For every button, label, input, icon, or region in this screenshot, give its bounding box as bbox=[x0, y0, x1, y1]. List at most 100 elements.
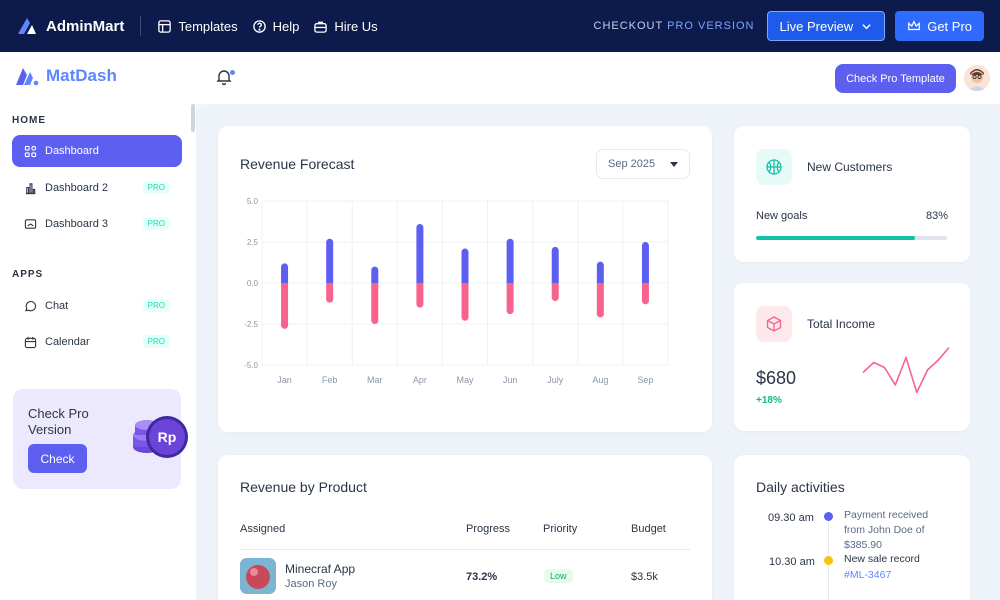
bar-positive bbox=[371, 266, 379, 283]
sparkline-path bbox=[862, 346, 950, 394]
adminmart-brand[interactable]: AdminMart bbox=[16, 15, 124, 37]
topbar-link-help[interactable]: Help bbox=[252, 19, 299, 34]
new-customers-card: New Customers New goals 83% bbox=[734, 126, 970, 262]
activity-dot bbox=[824, 556, 833, 565]
bar-positive-base bbox=[641, 280, 649, 283]
y-tick-label: 2.5 bbox=[247, 238, 259, 247]
sidebar-item-label: Calendar bbox=[45, 336, 90, 348]
check-pro-template-button[interactable]: Check Pro Template bbox=[835, 64, 956, 93]
bar-negative bbox=[506, 283, 514, 315]
promo-topbar: AdminMart Templates Help Hire Us CHECKOU… bbox=[0, 0, 1000, 52]
adminmart-brand-name: AdminMart bbox=[46, 17, 125, 35]
income-sparkline bbox=[862, 346, 950, 394]
sidebar-item-dashboard-2[interactable]: Dashboard 2 PRO bbox=[12, 172, 182, 204]
total-income-change: +18% bbox=[756, 395, 782, 406]
activity-text: Payment received from John Doe of $385.9… bbox=[844, 509, 929, 551]
promo-check-button[interactable]: Check bbox=[28, 444, 87, 473]
new-customers-title: New Customers bbox=[807, 160, 893, 174]
topbar-link-templates[interactable]: Templates bbox=[157, 19, 238, 34]
matdash-logo-icon bbox=[16, 68, 39, 86]
sidebar-item-label: Dashboard bbox=[45, 145, 99, 157]
bar-positive bbox=[641, 242, 649, 283]
avatar[interactable] bbox=[964, 65, 990, 91]
sidebar-heading-home: HOME bbox=[12, 115, 46, 126]
caret-down-icon bbox=[670, 162, 678, 167]
bar-negative-base bbox=[371, 283, 379, 286]
bar-positive-base bbox=[371, 280, 379, 283]
column-header-progress: Progress bbox=[466, 523, 511, 535]
sidebar-item-label: Dashboard 3 bbox=[45, 218, 108, 230]
sidebar-item-chat[interactable]: Chat PRO bbox=[12, 290, 182, 322]
priority-badge: Low bbox=[544, 569, 573, 583]
topbar-link-label: Hire Us bbox=[334, 18, 378, 34]
sidebar-item-calendar[interactable]: Calendar PRO bbox=[12, 326, 182, 358]
bell-icon[interactable] bbox=[215, 68, 233, 86]
x-tick-label: Feb bbox=[322, 375, 338, 385]
chevron-down-icon bbox=[862, 23, 871, 29]
activity-time: 10.30 am bbox=[769, 556, 815, 568]
total-income-value: $680 bbox=[756, 368, 797, 388]
total-income-icon-tile bbox=[756, 306, 792, 342]
checkout-highlight: PRO VERSION bbox=[667, 20, 755, 32]
product-ball-icon bbox=[240, 558, 276, 594]
activity-dot bbox=[824, 512, 833, 521]
revenue-forecast-card: Revenue Forecast Sep 2025 5.0 2.5 0.0 -2.5 -… bbox=[218, 126, 712, 432]
topbar-link-hire-us[interactable]: Hire Us bbox=[313, 18, 378, 34]
sidebar-item-label: Chat bbox=[45, 300, 69, 312]
goal-progress-fill bbox=[756, 236, 915, 240]
bar-positive bbox=[416, 223, 424, 283]
bar-negative-base bbox=[461, 283, 469, 286]
activity-time: 09.30 am bbox=[768, 512, 814, 524]
topbar-actions: CHECKOUT PRO VERSION Live Preview Get Pr… bbox=[594, 11, 984, 41]
activity-link[interactable]: #ML-3467 bbox=[844, 569, 892, 581]
screen-icon bbox=[24, 218, 37, 229]
bar-positive bbox=[326, 238, 334, 283]
y-tick-label: -5.0 bbox=[244, 361, 258, 370]
notification-dot bbox=[230, 70, 235, 75]
x-tick-label: Aug bbox=[592, 375, 608, 385]
bar-negative bbox=[416, 283, 424, 308]
bar-negative-base bbox=[506, 283, 514, 286]
revenue-forecast-title: Revenue Forecast bbox=[240, 156, 355, 172]
bar-negative bbox=[281, 283, 289, 329]
promo-title: Check Pro Version bbox=[28, 406, 89, 437]
sidebar-item-dashboard-3[interactable]: Dashboard 3 PRO bbox=[12, 208, 182, 240]
bar-positive bbox=[281, 263, 289, 283]
table-header-divider bbox=[240, 549, 690, 550]
calendar-icon bbox=[24, 336, 37, 348]
apps-icon bbox=[24, 145, 37, 157]
y-tick-label: 0.0 bbox=[247, 279, 259, 288]
sidebar-heading-apps: APPS bbox=[12, 269, 44, 280]
bar-positive-base bbox=[326, 280, 334, 283]
user-avatar-icon bbox=[964, 65, 990, 91]
activity-text: New sale record bbox=[844, 553, 920, 565]
column-header-assigned: Assigned bbox=[240, 523, 286, 535]
live-preview-button[interactable]: Live Preview bbox=[766, 11, 886, 41]
product-assignee: Jason Roy bbox=[285, 578, 337, 590]
chat-icon bbox=[24, 300, 36, 311]
pro-badge: PRO bbox=[142, 217, 170, 230]
product-budget: $3.5k bbox=[631, 571, 658, 583]
sidebar-scrollbar[interactable] bbox=[191, 104, 195, 132]
x-tick-label: Sep bbox=[637, 375, 653, 385]
adminmart-logo-icon bbox=[18, 18, 36, 34]
x-tick-label: Apr bbox=[413, 375, 427, 385]
product-progress: 73.2% bbox=[466, 571, 498, 583]
revenue-by-product-card: Revenue by Product Assigned Progress Pri… bbox=[218, 455, 712, 600]
bar-positive bbox=[596, 261, 604, 283]
matdash-brand[interactable]: MatDash bbox=[14, 64, 117, 88]
bar-negative bbox=[551, 283, 559, 302]
get-pro-button[interactable]: Get Pro bbox=[895, 11, 984, 41]
bar-negative bbox=[596, 283, 604, 318]
pro-badge: PRO bbox=[142, 181, 170, 194]
matdash-brand-name: MatDash bbox=[46, 66, 117, 85]
goal-percent: 83% bbox=[925, 210, 948, 222]
checkout-pro-link[interactable]: CHECKOUT PRO VERSION bbox=[594, 20, 755, 32]
sidebar-item-dashboard[interactable]: Dashboard bbox=[12, 135, 182, 167]
pro-version-promo: Check Pro Version Check Rp bbox=[13, 389, 188, 489]
bar-negative bbox=[326, 283, 334, 303]
pro-badge: PRO bbox=[142, 299, 170, 312]
layout-icon bbox=[158, 19, 172, 33]
month-select[interactable]: Sep 2025 bbox=[596, 149, 690, 179]
basketball-icon bbox=[766, 159, 782, 175]
